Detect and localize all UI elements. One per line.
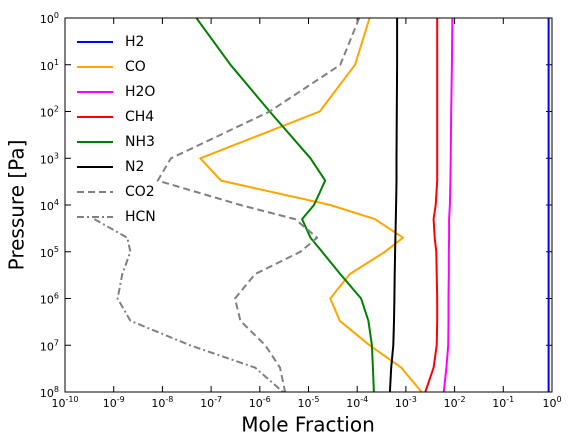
- y-tick-label: 100: [40, 11, 59, 27]
- series-line: [442, 18, 454, 392]
- x-tick-label: 10-9: [103, 395, 125, 411]
- y-tick-label: 106: [40, 291, 59, 307]
- series-line: [156, 18, 361, 392]
- x-tick-label: 10-8: [151, 395, 173, 411]
- y-tick-label: 107: [40, 338, 59, 354]
- x-tick-label: 10-5: [298, 395, 320, 411]
- y-tick-label: 103: [40, 151, 59, 167]
- series-line: [93, 218, 284, 392]
- legend-label: CO2: [125, 184, 155, 200]
- x-tick-label: 100: [542, 395, 561, 411]
- series-line: [388, 18, 399, 392]
- x-tick-label: 10-7: [200, 395, 222, 411]
- plot-lines: [93, 18, 550, 392]
- x-tick-label: 10-10: [51, 395, 78, 411]
- series-line: [199, 18, 423, 392]
- x-tick-label: 10-2: [444, 395, 466, 411]
- legend-label: H2: [125, 34, 144, 50]
- series-line: [195, 18, 375, 392]
- x-tick-label: 10-1: [492, 395, 514, 411]
- y-tick-label: 105: [40, 244, 59, 260]
- y-tick-label: 102: [40, 104, 59, 120]
- y-tick-label: 101: [40, 57, 59, 73]
- x-axis-label: Mole Fraction: [241, 413, 375, 437]
- legend-label: NH3: [125, 134, 155, 150]
- plot-frame: [64, 17, 553, 393]
- y-tick-label: 104: [40, 198, 59, 214]
- legend-label: CO: [125, 59, 146, 75]
- legend-label: H2O: [125, 84, 155, 100]
- x-tick-label: 10-4: [346, 395, 368, 411]
- y-axis-label: Pressure [Pa]: [5, 140, 29, 271]
- series-line: [424, 18, 439, 392]
- legend-label: CH4: [125, 109, 154, 125]
- legend-label: N2: [125, 159, 144, 175]
- x-tick-label: 10-3: [395, 395, 417, 411]
- legend-label: HCN: [125, 209, 156, 225]
- x-tick-label: 10-6: [249, 395, 271, 411]
